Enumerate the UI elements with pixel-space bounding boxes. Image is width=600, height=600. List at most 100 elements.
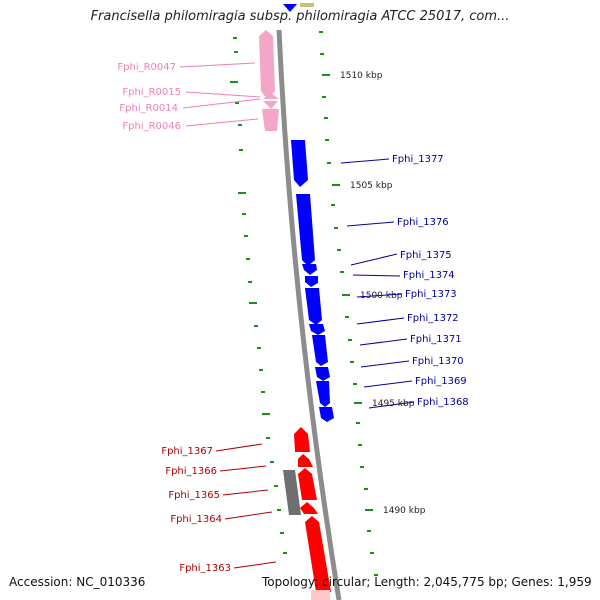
inner-tick-21 xyxy=(280,532,284,534)
genome-backbone xyxy=(276,29,342,600)
outer-tick-15 xyxy=(358,444,362,446)
forward-label-fphi-1370[interactable]: Fphi_1370 xyxy=(412,356,464,367)
forward-label-fphi-1369[interactable]: Fphi_1369 xyxy=(415,376,467,387)
rna-feature-r0046[interactable] xyxy=(262,109,279,131)
inner-tick-17 xyxy=(266,437,270,439)
pseudo-gene[interactable] xyxy=(283,470,301,515)
reverse-gene-fragment[interactable] xyxy=(311,590,330,600)
rna-label-fphi-r0047[interactable]: Fphi_R0047 xyxy=(117,62,176,73)
top-forward-fragment[interactable] xyxy=(283,4,297,12)
rna-label-fphi-r0014[interactable]: Fphi_R0014 xyxy=(119,103,178,114)
kbp-major-tick-1 xyxy=(332,184,340,186)
forward-label-fphi-1368[interactable]: Fphi_1368 xyxy=(417,397,469,408)
forward-label-fphi-1375[interactable]: Fphi_1375 xyxy=(400,250,452,261)
outer-tick-9 xyxy=(340,271,344,273)
kbp-label: 1505 kbp xyxy=(350,181,393,191)
kbp-label: 1510 kbp xyxy=(340,71,383,81)
forward-gene-fphi-1375[interactable] xyxy=(302,264,317,275)
inner-tick-10 xyxy=(248,281,252,283)
forward-gene-fphi-1370[interactable] xyxy=(315,367,330,381)
inner-tick-15 xyxy=(261,391,265,393)
top-yellow-fragment[interactable] xyxy=(300,3,314,7)
rna-label-fphi-r0015[interactable]: Fphi_R0015 xyxy=(122,87,181,98)
outer-tick-3 xyxy=(324,117,328,119)
kbp-label: 1495 kbp xyxy=(372,399,415,409)
inner-tick-12 xyxy=(254,325,258,327)
rna-label-fphi-r0046[interactable]: Fphi_R0046 xyxy=(122,121,181,132)
forward-gene-fphi-1373[interactable] xyxy=(305,288,322,325)
forward-gene-fphi-1374[interactable] xyxy=(305,276,318,287)
reverse-gene-fphi-1365[interactable] xyxy=(298,468,317,500)
outer-tick-19 xyxy=(370,552,374,554)
reverse-label-fphi-1367[interactable]: Fphi_1367 xyxy=(161,446,213,457)
forward-label-fphi-1372[interactable]: Fphi_1372 xyxy=(407,313,459,324)
reverse-label-fphi-1365-leader xyxy=(222,489,269,496)
gene-labels[interactable]: Fphi_R0047 Fphi_R0015 Fphi_R0014 Fphi_R0046… xyxy=(117,62,468,574)
kbp-major-tick-4 xyxy=(365,509,373,511)
inner-major-tick-3 xyxy=(262,413,270,415)
reverse-gene-fphi-1363[interactable] xyxy=(305,516,331,592)
gene-features[interactable] xyxy=(259,3,334,600)
forward-label-fphi-1377-leader xyxy=(340,158,390,164)
reverse-label-fphi-1363[interactable]: Fphi_1363 xyxy=(179,563,231,574)
forward-gene-fphi-1372[interactable] xyxy=(309,324,325,335)
reverse-gene-fphi-1367[interactable] xyxy=(294,427,310,452)
rna-label-fphi-r0046-leader xyxy=(185,118,259,127)
outer-tick-10 xyxy=(345,316,349,318)
reverse-label-fphi-1364[interactable]: Fphi_1364 xyxy=(170,514,222,525)
inner-tick-7 xyxy=(242,213,246,215)
reverse-label-fphi-1365[interactable]: Fphi_1365 xyxy=(168,490,220,501)
reverse-gene-fphi-1364[interactable] xyxy=(300,502,318,514)
reverse-label-fphi-1366[interactable]: Fphi_1366 xyxy=(165,466,217,477)
outer-tick-8 xyxy=(337,249,341,251)
rna-feature-r0015[interactable] xyxy=(263,93,279,99)
kbp-label: 1500 kbp xyxy=(360,291,403,301)
inner-tick-1 xyxy=(234,51,238,53)
forward-label-fphi-1376[interactable]: Fphi_1376 xyxy=(397,217,449,228)
outer-tick-17 xyxy=(364,488,368,490)
outer-tick-0 xyxy=(319,31,323,33)
rna-label-fphi-r0015-leader xyxy=(185,91,261,98)
forward-label-fphi-1370-leader xyxy=(360,360,410,368)
forward-label-fphi-1368-leader xyxy=(368,401,415,409)
forward-label-fphi-1374[interactable]: Fphi_1374 xyxy=(403,270,455,281)
reverse-gene-fphi-1366[interactable] xyxy=(298,454,313,467)
forward-gene-fphi-1377[interactable] xyxy=(291,140,308,187)
outer-tick-5 xyxy=(327,162,331,164)
outer-tick-13 xyxy=(353,383,357,385)
inner-tick-5 xyxy=(239,149,243,151)
outer-tick-6 xyxy=(331,204,335,206)
forward-gene-fphi-1368[interactable] xyxy=(319,407,334,422)
inner-tick-18 xyxy=(270,461,274,463)
inner-tick-14 xyxy=(259,369,263,371)
outer-tick-20 xyxy=(374,574,378,576)
outer-tick-14 xyxy=(356,422,360,424)
outer-tick-2 xyxy=(322,96,326,98)
outer-tick-1 xyxy=(320,53,324,55)
rna-feature-r0014[interactable] xyxy=(263,101,278,109)
kbp-label: 1490 kbp xyxy=(383,506,426,516)
rna-label-fphi-r0047-leader xyxy=(179,62,256,68)
inner-tick-0 xyxy=(233,37,237,39)
inner-tick-20 xyxy=(277,509,281,511)
forward-gene-fphi-1376[interactable] xyxy=(296,194,315,266)
forward-label-fphi-1377[interactable]: Fphi_1377 xyxy=(392,154,444,165)
inner-tick-8 xyxy=(244,235,248,237)
rna-feature-r0047[interactable] xyxy=(259,30,275,99)
reverse-label-fphi-1367-leader xyxy=(215,443,263,452)
inner-tick-4 xyxy=(238,124,242,126)
outer-tick-4 xyxy=(325,139,329,141)
outer-tick-11 xyxy=(348,339,352,341)
forward-label-fphi-1374-leader xyxy=(352,274,401,277)
forward-gene-fphi-1369[interactable] xyxy=(316,381,330,407)
forward-label-fphi-1371[interactable]: Fphi_1371 xyxy=(410,334,462,345)
forward-label-fphi-1373-leader xyxy=(356,293,403,298)
forward-gene-fphi-1371[interactable] xyxy=(312,335,328,366)
inner-major-tick-1 xyxy=(238,192,246,194)
forward-label-fphi-1373[interactable]: Fphi_1373 xyxy=(405,289,457,300)
accession-text: Accession: NC_010336 xyxy=(9,575,146,589)
topology-text: Topology: circular; Length: 2,045,775 bp… xyxy=(262,575,592,589)
inner-tick-19 xyxy=(274,485,278,487)
inner-major-tick-0 xyxy=(230,81,238,83)
